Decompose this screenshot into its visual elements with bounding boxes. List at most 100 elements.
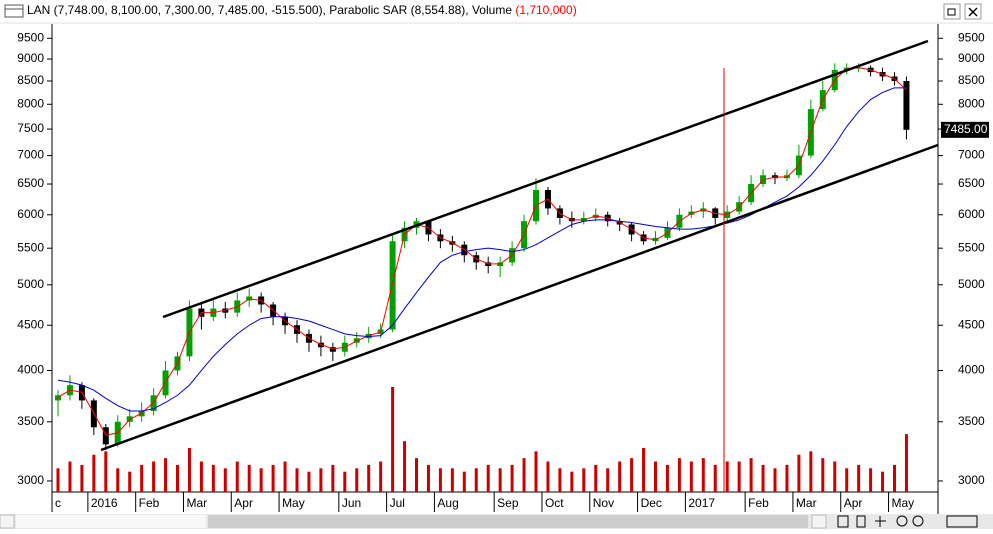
volume-bar (594, 464, 598, 492)
volume-bar (642, 447, 646, 492)
volume-bar (259, 468, 263, 492)
y-tick-label-left: 6500 (17, 176, 44, 190)
volume-bar (271, 464, 275, 492)
candle-body (903, 80, 910, 130)
volume-bar (211, 464, 215, 492)
title-volume: (1,710,000) (515, 3, 576, 17)
volume-bar (857, 464, 861, 492)
x-tick-label: Oct (545, 496, 564, 510)
y-tick-label-left: 7000 (17, 148, 44, 162)
volume-bar (725, 461, 729, 492)
volume-bar (438, 468, 442, 492)
volume-bar (164, 458, 168, 492)
scroll-thumb[interactable] (208, 515, 808, 528)
volume-bar (56, 468, 60, 492)
volume-bar (128, 471, 132, 492)
volume-bar (869, 468, 873, 492)
nav-zoom-in[interactable] (912, 515, 924, 527)
x-tick-label: Sep (497, 496, 519, 510)
volume-bar (426, 464, 430, 492)
volume-bar (582, 468, 586, 492)
x-tick-label: May (892, 496, 915, 510)
volume-bar (307, 471, 311, 492)
volume-bar (140, 464, 144, 492)
x-tick-label: Feb (139, 496, 160, 510)
nav-zoom-out[interactable] (896, 515, 908, 527)
volume-bar (546, 461, 550, 492)
last-price-badge (941, 121, 989, 138)
volume-bar (403, 441, 407, 492)
volume-bar (654, 461, 657, 492)
x-tick-label: 2017 (688, 496, 715, 510)
volume-bar (809, 451, 813, 492)
volume-bar (570, 471, 574, 492)
volume-bar (331, 464, 335, 492)
volume-bar (606, 468, 610, 492)
y-tick-label-left: 5000 (17, 277, 44, 291)
x-tick-label: Dec (641, 496, 662, 510)
volume-bar (785, 464, 789, 492)
price-layer (55, 63, 910, 451)
volume-bar (821, 458, 825, 492)
x-tick-label: c (55, 496, 61, 510)
y-tick-label-right: 5500 (958, 240, 985, 254)
nav-arrows[interactable] (946, 515, 978, 528)
upper-trend-line (162, 39, 929, 319)
x-tick-label: Jun (342, 496, 361, 510)
moving-average (57, 67, 907, 436)
volume-bar (355, 468, 359, 492)
volume-bar (677, 458, 681, 492)
volume-bar (343, 471, 347, 492)
volume-bar (283, 461, 287, 492)
nav-d-icon[interactable] (856, 515, 866, 528)
y-tick-label-right: 8500 (958, 73, 985, 87)
volume-bar (689, 461, 693, 492)
restore-button[interactable] (943, 3, 961, 20)
volume-bar (176, 464, 179, 492)
x-tick-label: Feb (748, 496, 769, 510)
y-tick-label-right: 3000 (958, 473, 985, 487)
y-tick-label-right: 4000 (958, 363, 985, 377)
volume-bar (450, 468, 454, 492)
x-tick-label: Mar (796, 496, 817, 510)
volume-bar (618, 461, 622, 492)
volume-bar (367, 464, 371, 492)
window-icon (4, 4, 24, 18)
scroll-right[interactable] (811, 514, 827, 529)
volume-bar (761, 464, 765, 492)
volume-bar (713, 464, 717, 492)
volume-bar (845, 468, 849, 492)
y-tick-label-left: 8000 (17, 96, 44, 110)
nav-zoom-icon[interactable] (837, 515, 849, 528)
y-tick-label-right: 9000 (958, 51, 985, 65)
x-tick-label: Apr (234, 496, 253, 510)
x-tick-label: Nov (593, 496, 614, 510)
nav-cross-icon[interactable] (875, 516, 886, 527)
y-tick-label-left: 8500 (17, 73, 44, 87)
volume-bar (199, 461, 203, 492)
y-tick-label-right: 7000 (958, 148, 985, 162)
plot-background (0, 24, 993, 514)
title-text: LAN (7,748.00, 8,100.00, 7,300.00, 7,485… (27, 3, 515, 17)
scroll-left[interactable] (0, 514, 15, 529)
candle-body (55, 395, 61, 401)
volume-bar (701, 458, 705, 492)
x-tick-label: Mar (186, 496, 207, 510)
volume-bar (630, 458, 634, 492)
volume-bar (510, 464, 514, 492)
volume-bar (462, 471, 466, 492)
y-tick-label-left: 3000 (17, 473, 44, 487)
restore-icon (947, 8, 956, 16)
volume-bar (474, 468, 478, 492)
volume-bar (749, 458, 753, 492)
title-bar (0, 0, 993, 22)
y-tick-label-right: 3500 (958, 414, 985, 428)
volume-bar (247, 464, 251, 492)
volume-bar (737, 461, 741, 492)
volume-bar (319, 468, 323, 492)
y-tick-label-left: 4000 (17, 363, 44, 377)
volume-bar (904, 434, 908, 492)
y-tick-label-right: 6000 (958, 207, 985, 221)
volume-bar (187, 447, 191, 492)
